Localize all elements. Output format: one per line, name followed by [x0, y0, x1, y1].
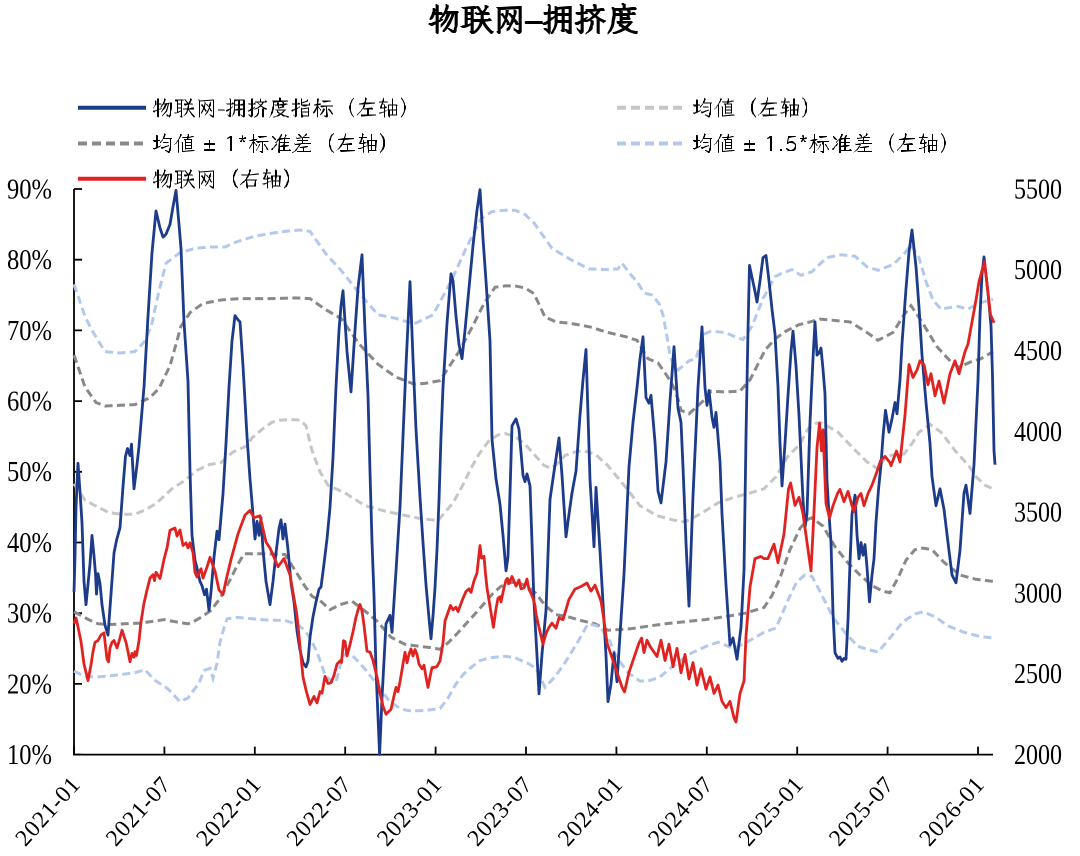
svg-text:5500: 5500	[1014, 174, 1062, 205]
svg-text:30%: 30%	[7, 599, 52, 630]
svg-text:4500: 4500	[1014, 336, 1062, 367]
svg-text:3000: 3000	[1014, 578, 1062, 609]
svg-text:40%: 40%	[7, 528, 52, 559]
svg-text:60%: 60%	[7, 387, 52, 418]
svg-text:20%: 20%	[7, 669, 52, 700]
svg-text:4000: 4000	[1014, 417, 1062, 448]
svg-text:70%: 70%	[7, 316, 52, 347]
svg-text:3500: 3500	[1014, 498, 1062, 529]
svg-text:50%: 50%	[7, 457, 52, 488]
svg-text:90%: 90%	[7, 174, 52, 205]
svg-text:80%: 80%	[7, 245, 52, 276]
svg-text:2500: 2500	[1014, 659, 1062, 690]
svg-text:10%: 10%	[7, 740, 52, 771]
svg-text:5000: 5000	[1014, 255, 1062, 286]
svg-text:2000: 2000	[1014, 740, 1062, 771]
